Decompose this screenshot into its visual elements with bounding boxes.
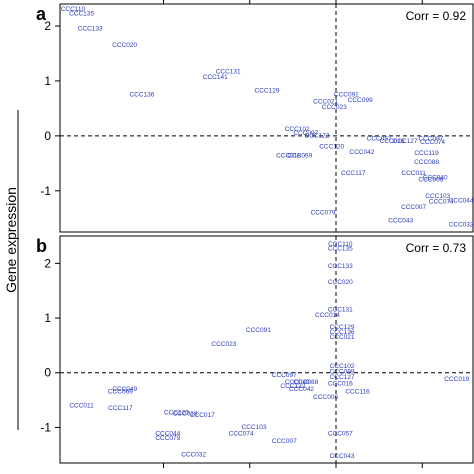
point-label: CCC043 — [388, 218, 413, 225]
y-tick-label: -1 — [40, 420, 51, 434]
point-label: CCC099 — [330, 368, 355, 375]
point-label: CCC074 — [429, 199, 454, 206]
point-label: CCC099 — [348, 97, 373, 104]
point-label: CCC044 — [155, 431, 180, 438]
point-label: CCC006 — [418, 177, 443, 184]
point-label: CCC102 — [330, 363, 355, 370]
point-label: CCC103 — [242, 424, 267, 431]
point-label: CCC032 — [181, 452, 206, 459]
y-tick-label: 1 — [44, 311, 51, 325]
point-label: CCC018 — [276, 152, 301, 159]
point-label: CCC057 — [328, 431, 353, 438]
point-label: CCC074 — [229, 431, 254, 438]
point-label: CCC116 — [345, 389, 370, 396]
point-label: CCC057 — [367, 135, 392, 142]
point-label: CCC097 — [272, 372, 297, 379]
point-label: CCC016 — [380, 138, 405, 145]
point-label: CCC079 — [311, 209, 336, 216]
point-label: CCC088 — [414, 159, 439, 166]
corr-annotation: Corr = 0.92 — [406, 9, 467, 23]
point-label: CCC091 — [246, 327, 271, 334]
y-tick-label: 0 — [44, 366, 51, 380]
point-label: CCC131 — [216, 68, 241, 75]
point-label: CCC042 — [349, 149, 374, 156]
point-label: CCC023 — [211, 341, 236, 348]
y-axis-label: Gene expression — [3, 187, 19, 293]
point-label: CCC014 — [315, 312, 340, 319]
y-tick-label: 1 — [44, 74, 51, 88]
point-label: CCC110 — [61, 6, 86, 13]
point-label: CCC133 — [78, 25, 103, 32]
point-label: CCC017 — [190, 412, 215, 419]
point-label: CCC102 — [285, 126, 310, 133]
point-label: CCC120 — [319, 144, 344, 151]
point-label: CCC040 — [423, 174, 448, 181]
point-label: CCC032 — [449, 222, 474, 229]
point-label: CCC129 — [255, 88, 280, 95]
point-label: CCC131 — [328, 307, 353, 314]
point-label: CCC043 — [330, 453, 355, 460]
point-label: CCC019 — [444, 376, 469, 383]
point-label: CCC091 — [334, 91, 359, 98]
point-label: CCC018 — [173, 410, 198, 417]
y-tick-label: 2 — [44, 19, 51, 33]
plot-frame — [59, 3, 474, 233]
point-label: CCC129 — [330, 324, 355, 331]
point-label: CCC007 — [401, 204, 426, 211]
point-label: CCC127 — [393, 138, 418, 145]
point-label: CCC122 — [280, 383, 305, 390]
point-label: CCC135 — [328, 245, 353, 252]
point-label: CCC097 — [418, 135, 443, 142]
point-label: CCC016 — [328, 380, 353, 387]
point-label: CCC011 — [69, 402, 94, 409]
point-label: CCC117 — [108, 405, 133, 412]
point-label: CCC040 — [285, 379, 310, 386]
point-label: CCC023 — [322, 104, 347, 111]
plot-frame — [59, 235, 474, 464]
y-tick-label: 2 — [44, 256, 51, 270]
point-label: CCC042 — [289, 386, 314, 393]
point-label: CCC069 — [287, 152, 312, 159]
point-label: CCC103 — [425, 193, 450, 200]
corr-annotation: Corr = 0.73 — [406, 241, 467, 255]
point-label: CCC020 — [112, 42, 137, 49]
point-label: CCC119 — [414, 150, 439, 157]
panel-letter: a — [36, 4, 47, 24]
point-label: CCC127 — [330, 374, 355, 381]
point-label: CCC006 — [313, 394, 338, 401]
point-label: CCC044 — [449, 197, 474, 204]
point-label: CCC007 — [272, 438, 297, 445]
panel-letter: b — [36, 236, 47, 256]
point-label: CCC110 — [328, 241, 353, 248]
point-label: CCC021 — [330, 334, 355, 341]
point-label: CCC135 — [69, 11, 94, 18]
point-label: CCC011 — [401, 170, 426, 177]
point-label: CCC097 — [293, 130, 318, 137]
point-label: CCC133 — [328, 263, 353, 270]
point-label: CCC069 — [108, 389, 133, 396]
point-label: CCC120 — [164, 409, 189, 416]
point-label: CCC122 — [305, 133, 330, 140]
point-label: CCC020 — [328, 279, 353, 286]
point-label: CCC079 — [155, 435, 180, 442]
point-label: CCC049 — [112, 386, 137, 393]
point-label: CCC141 — [203, 74, 228, 81]
y-tick-label: 0 — [44, 129, 51, 143]
point-label: CCC021 — [313, 99, 338, 106]
point-label: CCC136 — [330, 329, 355, 336]
point-label: CCC088 — [293, 379, 318, 386]
point-label: CCC136 — [129, 91, 154, 98]
point-label: CCC117 — [341, 170, 366, 177]
y-tick-label: -1 — [40, 184, 51, 198]
point-label: CCC074 — [420, 139, 445, 146]
